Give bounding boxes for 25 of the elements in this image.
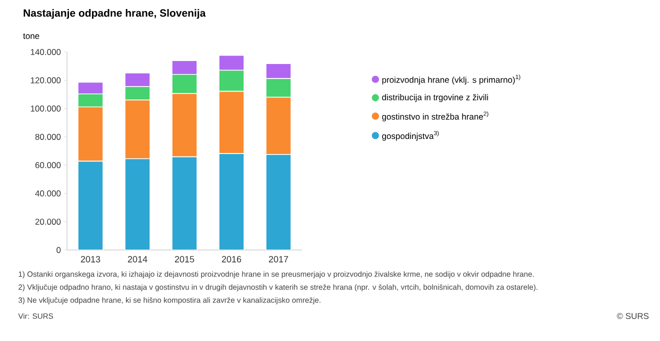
y-axis-title: tone — [23, 33, 40, 39]
y-tick-label: 0 — [56, 246, 61, 254]
legend-label: gostinstvo in strežba hrane$^{2)}$ — [382, 111, 488, 122]
legend-label: proizvodnja hrane (vklj. s primarno)$^{1)}$ — [382, 74, 520, 85]
x-tick-label: 2015 — [174, 256, 194, 262]
bar — [266, 154, 292, 250]
legend-label: distribucija in trgovine z živili — [382, 94, 488, 102]
bar — [172, 156, 198, 250]
x-tick-label: 2013 — [80, 256, 100, 262]
y-tick-label: 40.000 — [35, 190, 61, 196]
bar — [78, 160, 104, 250]
y-tick-label: 120.000 — [30, 77, 61, 84]
x-tick-label: 2017 — [268, 256, 288, 262]
x-tick-label: 2014 — [128, 256, 148, 262]
y-tick-label: 100.000 — [30, 106, 61, 112]
text: © SURS — [616, 313, 649, 320]
x-tick-label: 2016 — [222, 256, 242, 262]
legend-label: gospodinjstva$^{3)}$ — [382, 130, 439, 141]
chart-title: Nastajanje odpadne hrane, Slovenija — [24, 9, 206, 19]
y-tick-label: 80.000 — [35, 134, 61, 140]
y-tick-label: 140.000 — [30, 48, 61, 55]
y-tick-label: 20.000 — [35, 218, 61, 225]
bar — [124, 158, 150, 250]
bar — [218, 153, 244, 250]
y-tick-label: 60.000 — [35, 162, 61, 168]
